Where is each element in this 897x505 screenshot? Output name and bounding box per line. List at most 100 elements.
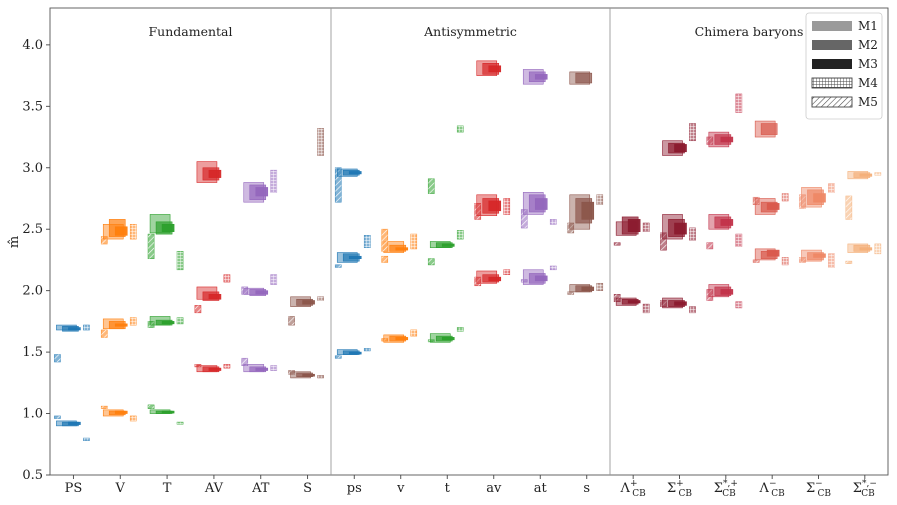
- bar-m5: [147, 321, 155, 328]
- bar-m5: [752, 259, 760, 263]
- bar-m5: [147, 233, 155, 260]
- bar-fill: [534, 275, 548, 282]
- bar-m5: [567, 291, 575, 295]
- bar-fill: [859, 173, 873, 177]
- bar-m3: [161, 223, 175, 232]
- bar-grid-overlay: [223, 364, 230, 369]
- bar-m4: [176, 317, 184, 325]
- bar-grid-overlay: [130, 416, 137, 421]
- x-tick-label: AV: [204, 481, 224, 496]
- bar-m5: [288, 316, 295, 326]
- bar-hatch-overlay: [474, 203, 481, 220]
- legend-label: M4: [858, 76, 878, 90]
- x-tick-label: Λ− CB: [759, 479, 786, 499]
- bar-hatch-overlay: [381, 229, 388, 252]
- bar-m3: [441, 243, 455, 247]
- bar-fill: [441, 337, 455, 341]
- bar-m5: [799, 194, 806, 209]
- bar-m4: [223, 274, 231, 283]
- bar-m3: [114, 323, 128, 327]
- y-tick-label: 0.5: [22, 468, 43, 483]
- bar-m5: [100, 405, 108, 409]
- y-tick-label: 1.5: [22, 345, 43, 360]
- bar-m5: [706, 136, 714, 145]
- bar-m4: [689, 306, 696, 314]
- bar-m4: [549, 219, 557, 225]
- bar-grid-overlay: [317, 296, 324, 301]
- x-tick-label: S: [303, 481, 312, 496]
- bar-grid-overlay: [550, 219, 557, 225]
- bar-hatch-overlay: [148, 321, 155, 328]
- bar-m3: [161, 410, 175, 414]
- bar-hatch-overlay: [799, 194, 806, 209]
- bar-m5: [334, 264, 342, 268]
- bar-m3: [441, 337, 455, 341]
- bar-m4: [129, 415, 137, 422]
- bar-m4: [456, 327, 464, 332]
- bar-grid-overlay: [177, 251, 184, 270]
- bar-fill: [208, 294, 222, 300]
- bar-grid-overlay: [782, 193, 789, 201]
- bar-hatch-overlay: [101, 329, 108, 338]
- bar-grid-overlay: [177, 422, 184, 425]
- bar-fill: [720, 136, 734, 143]
- bar-m4: [223, 364, 231, 369]
- bar-hatch-overlay: [474, 277, 481, 286]
- bar-m4: [781, 193, 789, 202]
- bar-m3: [813, 193, 826, 203]
- bar-fill: [208, 367, 222, 371]
- legend-entry: M5: [811, 95, 878, 109]
- y-tick-label: 2.0: [22, 284, 43, 299]
- bar-m5: [567, 222, 575, 234]
- bar-fill: [68, 327, 81, 331]
- bar-m4: [874, 172, 882, 176]
- bar-m3: [208, 169, 222, 178]
- bar-fill: [813, 193, 826, 203]
- bar-fill: [766, 203, 780, 210]
- bar-m5: [752, 196, 760, 205]
- bar-hatch-overlay: [521, 279, 528, 283]
- bar-m3: [255, 187, 269, 197]
- bar-m3: [68, 421, 81, 425]
- bar-m4: [410, 233, 418, 250]
- bar-fill: [348, 255, 362, 260]
- bar-m5: [381, 228, 389, 252]
- bar-grid-overlay: [457, 327, 464, 332]
- bar-hatch-overlay: [101, 406, 108, 409]
- bar-hatch-overlay: [381, 256, 388, 263]
- bar-m4: [735, 233, 743, 247]
- y-tick-label: 3.0: [22, 161, 43, 176]
- bar-grid-overlay: [689, 306, 696, 313]
- bar-grid-overlay: [596, 283, 603, 291]
- bar-m4: [456, 230, 464, 240]
- y-axis: 0.5 1.0 1.5 2.0 2.5 3.0 3.5 4.0: [22, 38, 50, 483]
- bar-hatch-overlay: [845, 196, 852, 220]
- bar-fill: [302, 373, 315, 377]
- bar-m5: [194, 305, 202, 314]
- bar-grid-overlay: [782, 257, 789, 265]
- bar-grid-overlay: [410, 329, 417, 337]
- bar-fill: [114, 323, 128, 327]
- bar-m3: [488, 276, 502, 282]
- bar-fill: [674, 222, 687, 235]
- bar-fill: [348, 171, 362, 175]
- bar-m5: [381, 255, 389, 263]
- bar-m2: [575, 72, 593, 84]
- bar-grid-overlay: [643, 223, 650, 232]
- legend-label: M3: [858, 57, 878, 71]
- bar-m5: [520, 279, 528, 283]
- bar-m5: [613, 242, 621, 246]
- bar-grid-overlay: [503, 198, 510, 215]
- bar-grid-overlay: [270, 274, 277, 285]
- panel-titles: Fundamental Antisymmetric Chimera baryons: [148, 24, 803, 39]
- bar-m4: [410, 329, 418, 337]
- bar-m4: [176, 421, 184, 425]
- plot-frame: [49, 7, 889, 476]
- bar-m3: [348, 171, 362, 175]
- data-bars: [54, 60, 882, 441]
- bar-hatch-overlay: [660, 232, 667, 251]
- bar-m5: [334, 167, 342, 203]
- bar-m5: [660, 300, 667, 307]
- bar-m3: [674, 222, 687, 235]
- bar-m3: [348, 255, 362, 260]
